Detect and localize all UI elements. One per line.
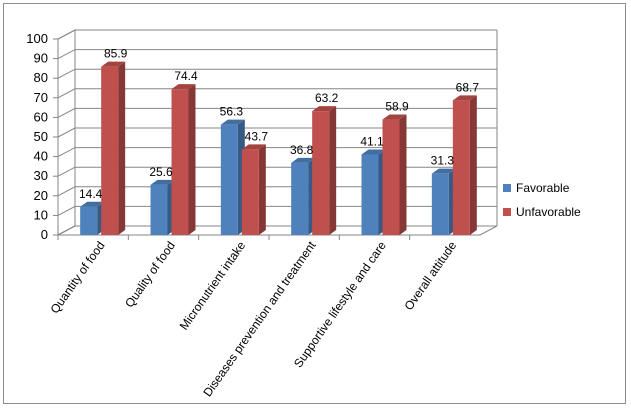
bar-side [258,144,266,235]
y-tick-label: 100 [26,31,48,46]
data-label: 68.7 [456,80,480,94]
bar-side [329,106,337,236]
bar-favorable-2 [150,179,175,235]
bar-top [452,95,477,101]
bar-top [220,119,245,125]
data-label: 31.3 [431,154,455,168]
legend: Favorable Unfavorable [503,181,581,219]
x-category-label: Diseases prevention and treatment [200,238,319,399]
bar-top [150,179,175,185]
gridline [57,68,497,79]
bar-side [399,114,407,235]
legend-label: Unfavorable [516,205,581,219]
bar-front [220,124,238,235]
y-tick-label: 70 [34,90,48,105]
y-tick-label: 10 [34,207,48,222]
bar-favorable-5 [361,149,386,235]
bar-front [150,184,168,235]
bar-front [361,154,379,235]
bar-top [431,168,456,174]
bar-unfavorable-1 [101,61,126,235]
bar-top [361,149,386,155]
bar-top [382,114,407,120]
x-category-label: Micronutrient intake [177,238,249,332]
bar-front [452,100,470,236]
legend-label: Favorable [516,181,570,195]
gridline [57,29,497,40]
bar-favorable-6 [431,168,456,235]
bar-top [241,144,266,150]
bar-favorable-3 [220,119,245,235]
bar-favorable-1 [80,201,105,235]
bar-side [188,84,196,236]
data-label: 14.4 [79,187,103,201]
bar-front [312,111,330,235]
bar-top [80,201,105,207]
y-tick-label: 80 [34,70,48,85]
bar-side [118,61,126,235]
bar-unfavorable-4 [312,106,337,236]
gridline [57,147,497,158]
bar-front [382,119,400,235]
bar-unfavorable-5 [382,114,407,235]
gridline [57,88,497,99]
data-label: 41.1 [360,134,384,148]
bar-favorable-4 [291,157,316,235]
y-tick-label: 20 [34,188,48,203]
data-label: 63.2 [315,91,339,105]
data-label: 74.4 [174,69,198,83]
gridline [57,107,497,118]
bar-side [469,95,477,236]
data-label: 25.6 [149,165,173,179]
gridline [57,205,497,216]
y-tick-label: 90 [34,51,48,66]
bar-front [291,162,309,235]
data-label: 56.3 [220,105,244,119]
data-label: 43.7 [245,129,269,143]
legend-swatch [503,184,511,192]
y-tick-label: 60 [34,109,48,124]
data-label: 36.8 [290,143,314,157]
bar-unfavorable-2 [171,84,196,236]
data-label: 85.9 [104,47,128,61]
bar-front [101,66,119,235]
bars-layer [80,61,477,236]
bar-front [431,173,449,235]
bar-front [80,206,98,235]
bar-top [312,106,337,112]
bar-top [291,157,316,163]
legend-swatch [503,208,511,216]
bar-top [101,61,126,67]
y-tick-label: 50 [34,129,48,144]
bar-unfavorable-3 [241,144,266,235]
gridline [57,166,497,177]
bar-front [171,89,189,236]
bar-front [241,149,259,235]
gridline [57,186,497,197]
x-category-label: Quality of food [122,239,178,310]
y-tick-label: 40 [34,149,48,164]
data-label: 58.9 [385,100,409,114]
x-category-label: Quantity of food [48,239,108,316]
y-tick-label: 0 [41,227,48,242]
gridline [57,49,497,60]
gridline [57,127,497,138]
gridline [57,225,497,236]
x-category-label: Overall attitude [402,238,460,312]
bar-unfavorable-6 [452,95,477,236]
y-tick-label: 30 [34,168,48,183]
bar-top [171,84,196,90]
